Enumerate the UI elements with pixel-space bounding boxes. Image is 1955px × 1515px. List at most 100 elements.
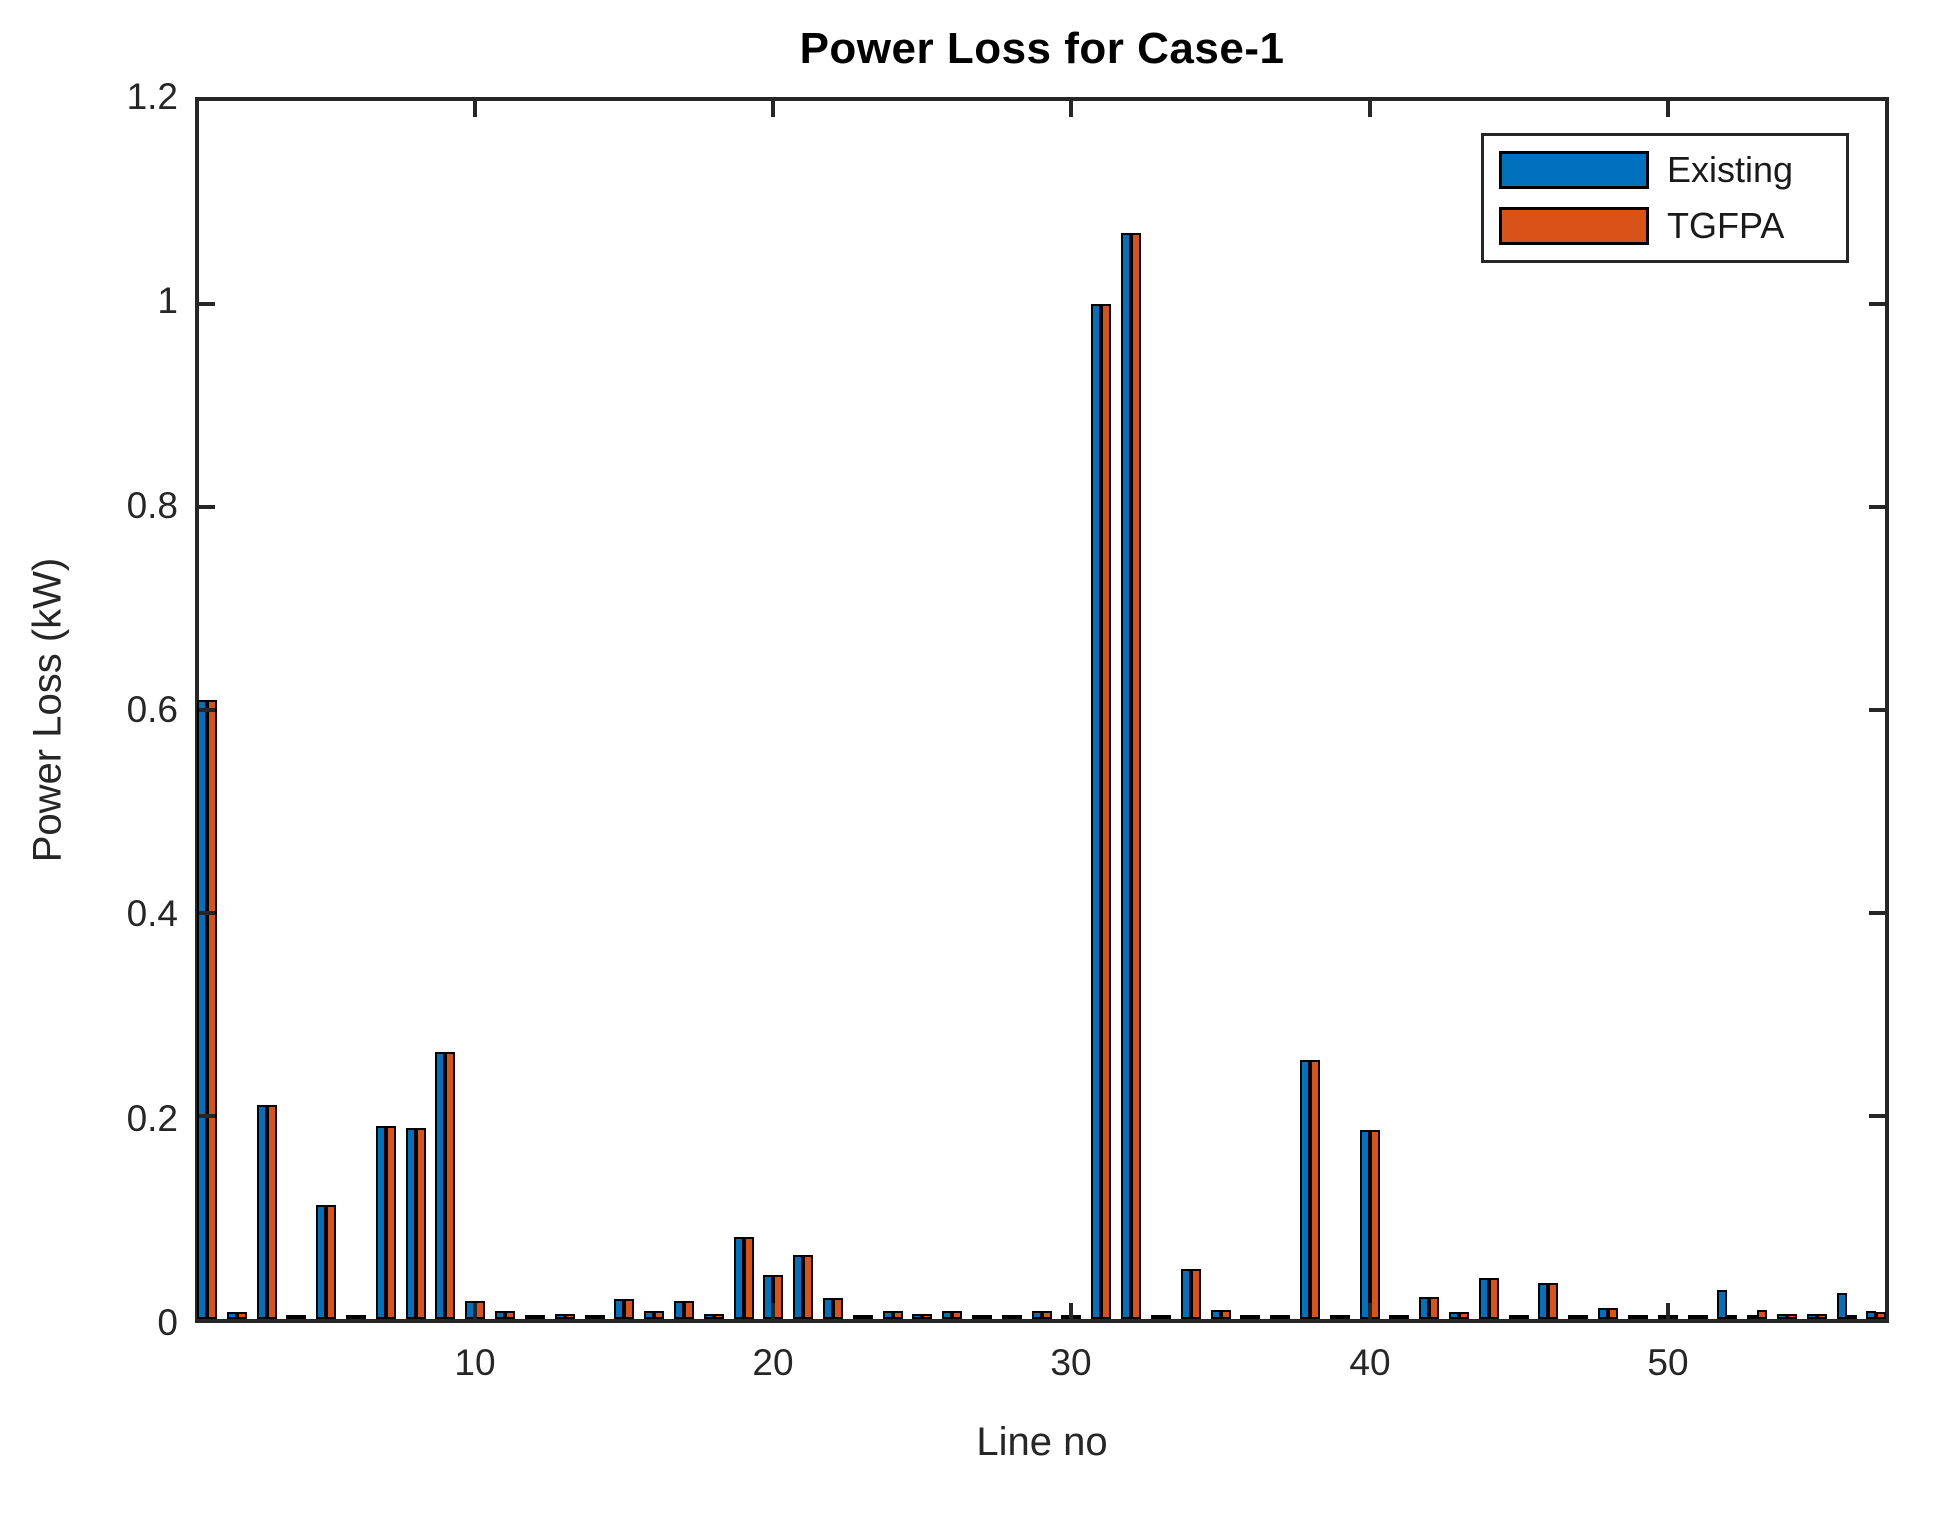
bar-tgfpa-line-2 [237, 1312, 247, 1319]
bar-tgfpa-line-45 [1519, 1315, 1529, 1319]
bar-tgfpa-line-40 [1370, 1130, 1380, 1319]
y-tick-mark-0.2-left [199, 1114, 215, 1118]
bar-existing-line-13 [555, 1314, 565, 1319]
bar-existing-line-18 [704, 1314, 714, 1319]
bar-existing-line-53 [1747, 1315, 1757, 1319]
bar-tgfpa-line-5 [326, 1205, 336, 1319]
bar-tgfpa-line-9 [445, 1052, 455, 1319]
bar-existing-line-41 [1389, 1315, 1399, 1319]
bar-existing-line-8 [406, 1128, 416, 1319]
y-tick-mark-0.4-right [1869, 911, 1885, 915]
legend-item-tgfpa: TGFPA [1484, 198, 1846, 254]
x-tick-mark-50-bottom [1666, 1303, 1670, 1319]
bar-existing-line-54 [1777, 1314, 1787, 1319]
y-tick-label-0: 0 [157, 1302, 178, 1343]
bar-existing-line-37 [1270, 1315, 1280, 1319]
bar-existing-line-31 [1091, 304, 1101, 1319]
bar-existing-line-29 [1032, 1311, 1042, 1319]
y-tick-mark-0.6-right [1869, 708, 1885, 712]
bar-tgfpa-line-6 [356, 1315, 366, 1319]
bar-tgfpa-line-13 [565, 1314, 575, 1319]
x-tick-mark-30-top [1069, 101, 1073, 117]
y-tick-label-0.6: 0.6 [126, 689, 178, 730]
bar-existing-line-33 [1151, 1315, 1161, 1319]
bar-tgfpa-line-18 [714, 1314, 724, 1319]
bar-tgfpa-line-16 [654, 1311, 664, 1319]
bar-tgfpa-line-54 [1787, 1314, 1797, 1319]
bar-existing-line-25 [912, 1314, 922, 1319]
bar-tgfpa-line-7 [386, 1126, 396, 1319]
bar-tgfpa-line-49 [1638, 1315, 1648, 1319]
y-tick-label-0.4: 0.4 [126, 893, 178, 934]
y-axis-label: Power Loss (kW) [25, 557, 70, 863]
bar-tgfpa-line-56 [1847, 1315, 1857, 1319]
bar-existing-line-6 [346, 1315, 356, 1319]
bar-existing-line-35 [1211, 1310, 1221, 1319]
bar-existing-line-40 [1360, 1130, 1370, 1319]
bar-tgfpa-line-23 [863, 1315, 873, 1319]
bar-existing-line-1 [197, 700, 207, 1319]
bar-tgfpa-line-34 [1191, 1269, 1201, 1319]
bar-existing-line-24 [883, 1311, 893, 1319]
y-tick-label-0.8: 0.8 [126, 485, 178, 526]
bar-existing-line-36 [1240, 1315, 1250, 1319]
legend: Existing TGFPA [1481, 133, 1849, 263]
x-tick-label-50: 50 [1647, 1342, 1689, 1383]
bar-tgfpa-line-22 [833, 1298, 843, 1319]
bar-existing-line-51 [1688, 1315, 1698, 1319]
y-tick-label-1: 1 [157, 280, 178, 321]
y-tick-mark-0.8-right [1869, 505, 1885, 509]
bar-tgfpa-line-42 [1429, 1297, 1439, 1319]
bar-tgfpa-line-44 [1489, 1278, 1499, 1319]
bar-existing-line-32 [1121, 233, 1131, 1319]
bar-tgfpa-line-25 [922, 1314, 932, 1319]
y-tick-mark-1-left [199, 302, 215, 306]
bar-existing-line-44 [1479, 1278, 1489, 1319]
y-tick-label-0.2: 0.2 [126, 1098, 178, 1139]
bar-tgfpa-line-35 [1221, 1310, 1231, 1319]
bar-existing-line-17 [674, 1301, 684, 1319]
bar-existing-line-4 [286, 1315, 296, 1319]
bar-existing-line-46 [1538, 1283, 1548, 1319]
legend-label: TGFPA [1667, 205, 1785, 246]
bar-tgfpa-line-12 [535, 1315, 545, 1319]
bar-tgfpa-line-15 [624, 1299, 634, 1319]
bar-tgfpa-line-4 [296, 1315, 306, 1319]
x-tick-mark-40-bottom [1368, 1303, 1372, 1319]
y-tick-mark-0.6-left [199, 708, 215, 712]
bar-tgfpa-line-57 [1876, 1312, 1886, 1319]
y-tick-mark-0.2-right [1869, 1114, 1885, 1118]
x-tick-label-20: 20 [752, 1342, 794, 1383]
bar-existing-line-38 [1300, 1060, 1310, 1319]
bar-tgfpa-line-26 [952, 1311, 962, 1319]
bar-existing-line-39 [1330, 1315, 1340, 1319]
bar-tgfpa-line-14 [595, 1315, 605, 1319]
bar-tgfpa-line-41 [1399, 1315, 1409, 1319]
bar-tgfpa-line-47 [1578, 1315, 1588, 1319]
x-tick-mark-20-top [771, 101, 775, 117]
bar-tgfpa-line-29 [1042, 1311, 1052, 1319]
bar-tgfpa-line-19 [744, 1237, 754, 1319]
bar-existing-line-27 [972, 1315, 982, 1319]
bar-existing-line-15 [614, 1299, 624, 1319]
bar-existing-line-9 [435, 1052, 445, 1319]
bar-tgfpa-line-48 [1608, 1308, 1618, 1319]
legend-swatch-tgfpa [1499, 207, 1649, 245]
bar-tgfpa-line-51 [1698, 1315, 1708, 1319]
bar-tgfpa-line-39 [1340, 1315, 1350, 1319]
bar-tgfpa-line-11 [505, 1311, 515, 1319]
y-tick-mark-1-right [1869, 302, 1885, 306]
bar-existing-line-11 [495, 1311, 505, 1319]
bar-existing-line-14 [585, 1315, 595, 1319]
bar-tgfpa-line-27 [982, 1315, 992, 1319]
bar-tgfpa-line-37 [1280, 1315, 1290, 1319]
bar-tgfpa-line-28 [1012, 1315, 1022, 1319]
bar-tgfpa-line-1 [207, 700, 217, 1319]
bar-existing-line-49 [1628, 1315, 1638, 1319]
bar-existing-line-26 [942, 1311, 952, 1319]
bar-tgfpa-line-8 [416, 1128, 426, 1319]
bar-existing-line-21 [793, 1255, 803, 1319]
bar-tgfpa-line-33 [1161, 1315, 1171, 1319]
x-tick-label-10: 10 [454, 1342, 496, 1383]
